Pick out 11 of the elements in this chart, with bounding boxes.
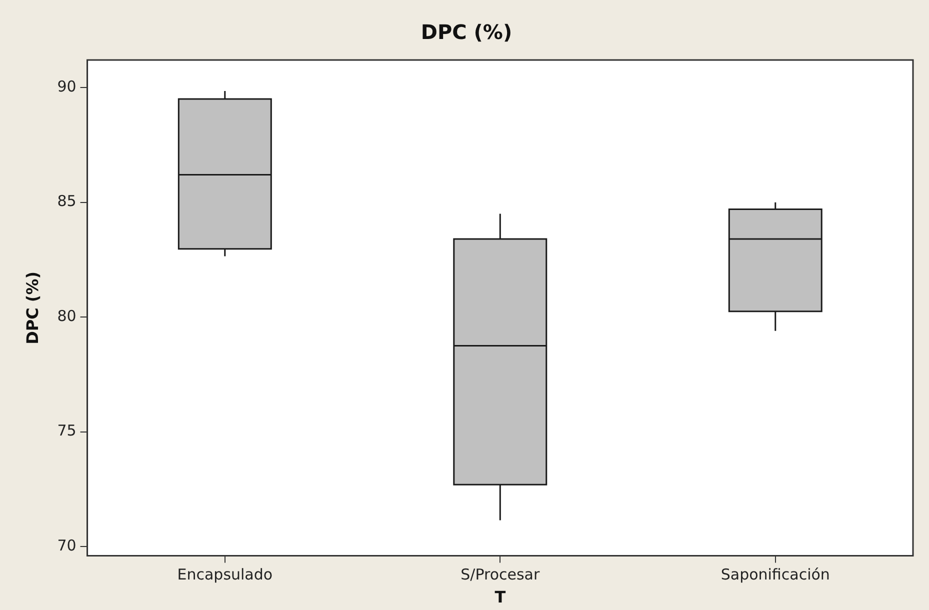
- chart-title: DPC (%): [420, 20, 512, 44]
- x-tick-label: Saponificación: [720, 566, 830, 584]
- x-axis-title: T: [494, 588, 506, 607]
- y-tick-label: 85: [57, 192, 76, 210]
- x-tick-label: Encapsulado: [177, 566, 273, 584]
- y-tick-label: 90: [57, 77, 76, 96]
- y-axis-title: DPC (%): [22, 271, 42, 344]
- y-tick-label: 75: [57, 422, 76, 440]
- y-tick-label: 80: [57, 306, 76, 325]
- x-tick-label: S/Procesar: [460, 566, 540, 584]
- y-tick-label: 70: [57, 536, 76, 555]
